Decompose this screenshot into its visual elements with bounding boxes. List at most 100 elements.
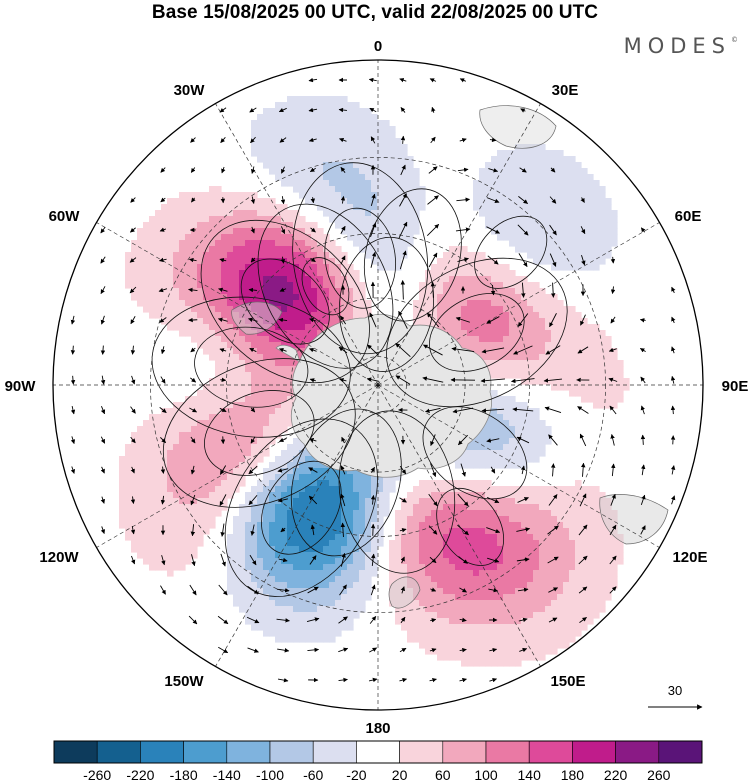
field-cell [329,480,336,487]
field-cell [509,546,516,553]
field-cell [437,300,444,307]
field-cell [521,330,528,337]
field-cell [359,192,366,199]
field-cell [353,546,360,553]
field-cell [587,516,594,523]
field-cell [491,198,498,205]
field-cell [215,330,222,337]
field-cell [341,144,348,151]
field-cell [293,282,300,289]
field-cell [605,396,612,403]
field-cell [197,390,204,397]
field-cell [203,432,210,439]
field-cell [347,522,354,529]
field-cell [197,222,204,229]
field-cell [449,252,456,259]
field-cell [317,318,324,325]
field-cell [161,276,168,283]
field-cell [533,330,540,337]
field-cell [119,522,126,529]
field-cell [137,540,144,547]
field-cell [299,534,306,541]
field-cell [473,534,480,541]
field-cell [365,198,372,205]
field-cell [239,336,246,343]
field-cell [341,186,348,193]
field-cell [257,126,264,133]
field-cell [323,486,330,493]
field-cell [527,552,534,559]
field-cell [461,534,468,541]
field-cell [221,504,228,511]
field-cell [179,528,186,535]
field-cell [329,522,336,529]
field-cell [131,450,138,457]
field-cell [557,354,564,361]
field-cell [371,174,378,181]
field-cell [251,546,258,553]
field-cell [407,558,414,565]
field-cell [551,156,558,163]
field-cell [287,276,294,283]
field-cell [335,246,342,253]
field-cell [395,588,402,595]
field-cell [335,504,342,511]
field-cell [161,564,168,571]
field-cell [377,498,384,505]
field-cell [395,510,402,517]
field-cell [311,612,318,619]
field-cell [473,324,480,331]
field-cell [209,246,216,253]
field-cell [143,558,150,565]
field-cell [287,306,294,313]
field-cell [269,372,276,379]
field-cell [545,600,552,607]
field-cell [197,306,204,313]
field-cell [227,258,234,265]
field-cell [467,324,474,331]
field-cell [299,546,306,553]
field-cell [551,234,558,241]
field-cell [323,156,330,163]
field-cell [137,498,144,505]
field-cell [521,282,528,289]
field-cell [227,348,234,355]
field-cell [245,426,252,433]
field-cell [473,300,480,307]
field-cell [161,528,168,535]
field-cell [461,318,468,325]
field-cell [299,186,306,193]
field-cell [461,456,468,463]
field-cell [533,426,540,433]
field-cell [281,360,288,367]
field-cell [605,558,612,565]
field-cell [155,246,162,253]
field-cell [269,144,276,151]
field-cell [395,594,402,601]
field-cell [209,264,216,271]
field-cell [185,498,192,505]
field-cell [149,522,156,529]
field-cell [437,582,444,589]
field-cell [209,252,216,259]
field-cell [467,312,474,319]
field-cell [131,540,138,547]
field-cell [539,588,546,595]
field-cell [269,486,276,493]
field-cell [167,228,174,235]
field-cell [233,438,240,445]
field-cell [305,198,312,205]
field-cell [419,480,426,487]
field-cell [611,210,618,217]
field-cell [335,180,342,187]
field-cell [413,216,420,223]
field-cell [263,498,270,505]
field-cell [557,180,564,187]
field-cell [191,396,198,403]
field-cell [305,456,312,463]
field-cell [131,492,138,499]
field-cell [605,594,612,601]
field-cell [593,600,600,607]
field-cell [545,300,552,307]
field-cell [545,306,552,313]
